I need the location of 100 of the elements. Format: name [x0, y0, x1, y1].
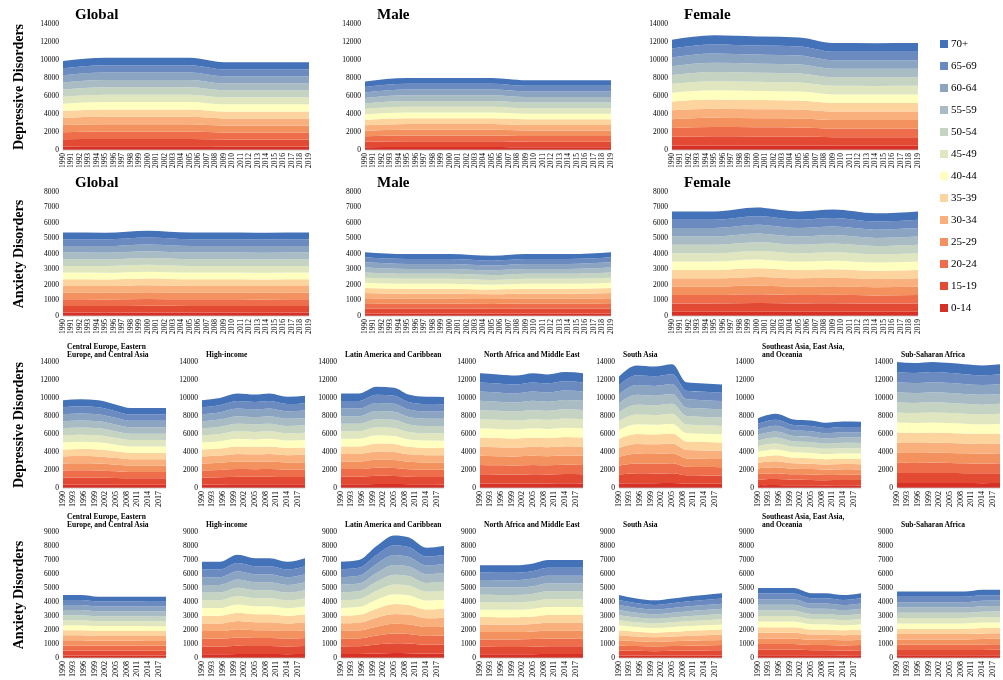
x-tick-label: 1990: [752, 661, 762, 677]
x-tick-label: 2017: [431, 661, 441, 677]
x-tick-label: 2002: [795, 491, 805, 507]
x-tick-label: 2002: [656, 491, 666, 507]
x-tick-label: 2008: [399, 491, 409, 507]
x-tick-label: 2014: [838, 491, 848, 507]
x-tick-label: 1990: [57, 491, 67, 507]
x-tick-label: 2002: [517, 661, 527, 677]
x-tick-label: 1996: [774, 491, 784, 507]
x-tick-label: 1990: [891, 491, 901, 507]
x-tick-label: 1993: [68, 491, 78, 507]
chart-title: Global: [75, 6, 119, 22]
legend-label: 20-24: [951, 256, 978, 269]
x-tick-label: 2005: [389, 661, 399, 677]
x-tick-label: 2008: [121, 491, 131, 507]
x-tick-label: 1990: [57, 661, 67, 677]
x-tick-label: 2002: [100, 491, 110, 507]
x-tick-label: 2014: [977, 661, 987, 677]
legend-label: 30-34: [951, 212, 978, 225]
x-tick-label: 1999: [367, 491, 377, 507]
x-tick-label: 2008: [399, 661, 409, 677]
x-tick-label: 2005: [528, 661, 538, 677]
x-tick-label: 1993: [902, 491, 912, 507]
x-tick-label: 2014: [421, 661, 431, 677]
x-tick-label: 1999: [645, 491, 655, 507]
x-tick-label: 1999: [645, 661, 655, 677]
x-tick-label: 2017: [292, 491, 302, 507]
x-tick-label: 2011: [271, 661, 281, 677]
x-tick-label: 1990: [196, 661, 206, 677]
x-tick-label: 2014: [560, 661, 570, 677]
x-tick-label: 2014: [143, 661, 153, 677]
x-tick-label: 1993: [207, 661, 217, 677]
x-tick-label: 1996: [79, 661, 89, 677]
x-tick-label: 1999: [228, 661, 238, 677]
x-tick-label: 1999: [923, 491, 933, 507]
chart-title: Female: [684, 6, 731, 22]
x-tick-label: 1993: [346, 661, 356, 677]
x-tick-label: 2014: [560, 491, 570, 507]
x-tick-label: 2011: [132, 661, 142, 677]
x-tick-label: 1996: [635, 491, 645, 507]
x-tick-label: 2005: [389, 491, 399, 507]
x-tick-label: 2011: [827, 491, 837, 507]
x-tick-label: 2011: [966, 661, 976, 677]
x-tick-label: 2014: [699, 491, 709, 507]
x-tick-label: 1999: [506, 491, 516, 507]
x-tick-label: 2017: [709, 491, 719, 507]
x-tick-label: 2008: [538, 661, 548, 677]
x-tick-label: 1993: [902, 661, 912, 677]
x-tick-label: 1996: [774, 661, 784, 677]
x-tick-label: 1996: [913, 491, 923, 507]
x-tick-label: 2002: [517, 491, 527, 507]
x-tick-label: 1999: [923, 661, 933, 677]
x-tick-label: 2017: [153, 491, 163, 507]
legend-label: 0-14: [951, 300, 972, 313]
x-tick-label: 1993: [207, 491, 217, 507]
x-tick-label: 1993: [485, 661, 495, 677]
x-tick-label: 2014: [282, 491, 292, 507]
x-tick-label: 2002: [934, 661, 944, 677]
x-tick-label: 2008: [677, 491, 687, 507]
x-tick-label: 2008: [121, 661, 131, 677]
x-tick-label: 2014: [977, 491, 987, 507]
x-tick-label: 1990: [891, 661, 901, 677]
y-axis-title: Depressive Disorders: [11, 361, 27, 489]
x-tick-label: 1993: [346, 491, 356, 507]
x-tick-label: 2017: [431, 491, 441, 507]
x-tick-label: 2014: [282, 661, 292, 677]
x-tick-label: 1999: [784, 491, 794, 507]
x-tick-label: 1996: [218, 661, 228, 677]
x-tick-label: 1990: [752, 491, 762, 507]
legend-label: 40-44: [951, 168, 978, 181]
x-tick-label: 2008: [677, 661, 687, 677]
x-tick-label: 1999: [506, 661, 516, 677]
x-tick-label: 2014: [838, 661, 848, 677]
x-tick-label: 2011: [688, 491, 698, 507]
x-tick-label: 2005: [111, 661, 121, 677]
x-tick-label: 2005: [667, 491, 677, 507]
x-tick-label: 2008: [955, 491, 965, 507]
x-tick-label: 1999: [784, 661, 794, 677]
x-tick-label: 2011: [410, 661, 420, 677]
x-tick-label: 1990: [335, 491, 345, 507]
legend-label: 25-29: [951, 234, 978, 247]
y-axis-title: Anxiety Disorders: [11, 540, 27, 650]
y-axis-title: Anxiety Disorders: [11, 199, 27, 309]
x-tick-label: 2014: [143, 491, 153, 507]
x-tick-label: 2002: [239, 491, 249, 507]
x-tick-label: 2002: [656, 661, 666, 677]
x-tick-label: 1996: [496, 491, 506, 507]
x-tick-label: 2002: [795, 661, 805, 677]
x-tick-label: 2017: [292, 661, 302, 677]
x-tick-label: 1990: [196, 491, 206, 507]
x-tick-label: 1990: [474, 491, 484, 507]
x-tick-label: 1999: [89, 661, 99, 677]
x-tick-label: 2011: [549, 491, 559, 507]
legend-label: 50-54: [951, 124, 978, 137]
legend-label: 70+: [951, 36, 969, 49]
legend-label: 35-39: [951, 190, 978, 203]
x-tick-label: 2017: [987, 491, 997, 507]
x-tick-label: 1999: [228, 491, 238, 507]
x-tick-label: 1990: [613, 661, 623, 677]
legend-label: 65-69: [951, 58, 978, 71]
